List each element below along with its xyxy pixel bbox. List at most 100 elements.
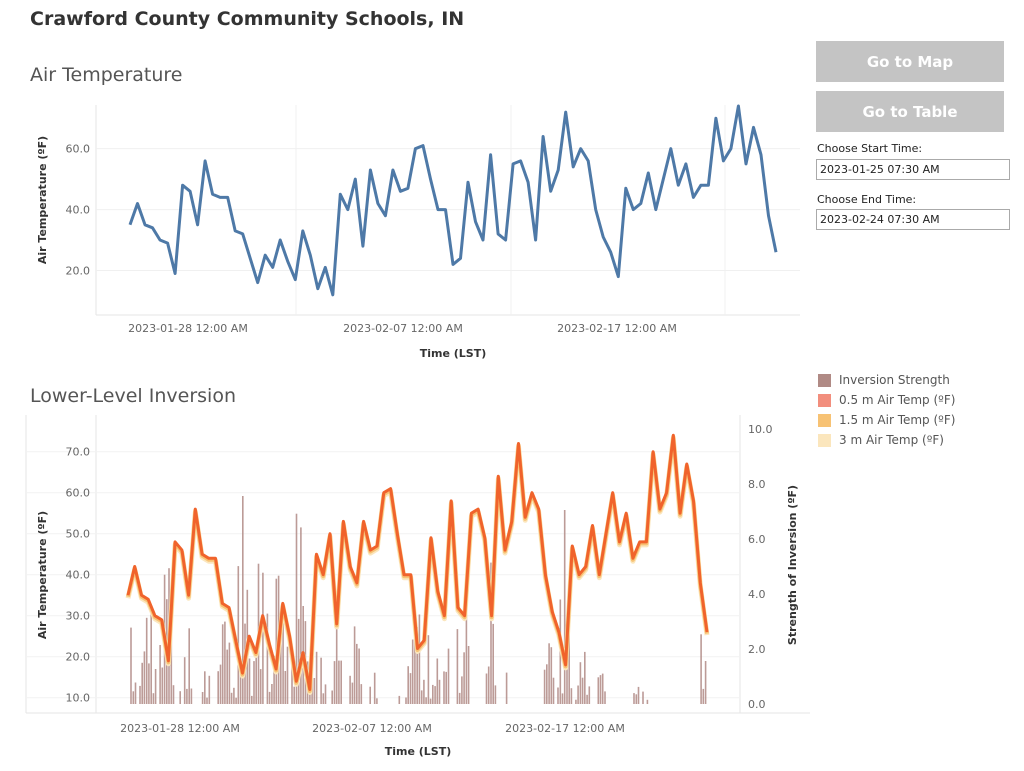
inversion-bar [221, 624, 224, 704]
inversion-bar [561, 693, 564, 704]
inversion-bar [353, 626, 356, 704]
inversion-bar [427, 635, 430, 704]
inversion-bar [369, 686, 371, 704]
inversion-bar [702, 688, 705, 704]
inversion-bar [284, 671, 287, 704]
legend-item-0.5m: 0.5 m Air Temp (ºF) [818, 390, 955, 410]
inversion-bar [248, 658, 251, 704]
inversion-bar [642, 691, 644, 704]
inversion-bar [338, 660, 340, 704]
inversion-bar [275, 578, 278, 704]
inversion-bar [315, 651, 318, 704]
y-tick-label: 60.0 [66, 487, 91, 500]
inversion-bar [373, 672, 376, 704]
y2-tick-label: 2.0 [748, 643, 766, 656]
inversion-bar [255, 649, 257, 704]
go-to-table-button[interactable]: Go to Table [816, 91, 1004, 132]
inversion-bar [188, 628, 190, 704]
y-tick-label: 30.0 [66, 610, 91, 623]
legend-label: Inversion Strength [839, 373, 950, 387]
y2-tick-label: 10.0 [748, 423, 773, 436]
y2-tick-label: 4.0 [748, 588, 766, 601]
inversion-bar [172, 685, 175, 704]
inversion-bar [233, 687, 235, 704]
inversion-bar [143, 651, 146, 704]
inversion-bar [313, 678, 316, 704]
inversion-bar [268, 691, 271, 704]
y-tick-label: 50.0 [66, 528, 91, 541]
legend-label: 1.5 m Air Temp (ºF) [839, 413, 956, 427]
inversion-bar [463, 652, 465, 704]
inversion-bar [295, 513, 298, 704]
inversion-bar [335, 597, 338, 704]
inversion-bar [432, 684, 434, 704]
inversion-bar [568, 604, 570, 704]
inversion-bar [423, 679, 425, 704]
inversion-bar [646, 699, 649, 704]
inversion-bar [340, 660, 342, 704]
inversion-bar [161, 667, 164, 704]
inversion-bar [322, 693, 325, 704]
inversion-bar [242, 496, 244, 704]
inversion-bar [141, 662, 143, 704]
x-tick-label: 2023-01-28 12:00 AM [120, 722, 240, 735]
inversion-bar [190, 688, 193, 704]
start-time-input[interactable]: 2023-01-25 07:30 AM [816, 159, 1010, 180]
inversion-bar [411, 639, 414, 704]
inversion-bar [228, 642, 231, 704]
inversion-bar [130, 627, 132, 704]
inversion-bar [586, 694, 588, 704]
x-axis-label: Time (LST) [385, 745, 452, 758]
inversion-bar [351, 682, 354, 704]
inversion-bar [286, 646, 289, 704]
inversion-bar [309, 688, 311, 704]
inversion-bar [282, 607, 284, 704]
inversion-bar [548, 643, 550, 704]
inversion-bar [570, 688, 573, 704]
end-time-label: Choose End Time: [817, 193, 917, 206]
inversion-bar [291, 649, 293, 704]
inversion-bar [271, 684, 273, 704]
y2-tick-label: 0.0 [748, 698, 766, 711]
inversion-bar [577, 685, 579, 704]
inversion-bar [320, 657, 322, 704]
inversion-bar [584, 651, 586, 704]
inversion-bar [183, 657, 186, 704]
inversion-bar [201, 692, 204, 704]
inversion-bar [465, 598, 468, 704]
inversion-bar [458, 692, 461, 704]
inversion-bar [139, 685, 141, 704]
inversion-bar [226, 649, 228, 704]
inversion-bar [253, 661, 255, 704]
inversion-bar [356, 643, 358, 704]
inversion-bar [588, 686, 591, 704]
inversion-bar [456, 629, 459, 704]
inversion-bar [219, 664, 222, 704]
x-tick-label: 2023-02-17 12:00 AM [505, 722, 625, 735]
legend-item-3m: 3 m Air Temp (ºF) [818, 430, 955, 450]
legend-swatch [818, 413, 831, 427]
inversion-bar [434, 686, 436, 704]
end-time-input[interactable]: 2023-02-24 07:30 AM [816, 209, 1010, 230]
legend-swatch [818, 393, 831, 407]
x-tick-label: 2023-02-17 12:00 AM [557, 322, 677, 335]
y-tick-label: 10.0 [66, 692, 91, 705]
go-to-map-button[interactable]: Go to Map [816, 41, 1004, 82]
inversion-bar [700, 634, 702, 704]
inversion-bar [405, 697, 407, 704]
inversion-bar [557, 687, 559, 704]
inversion-bar [134, 682, 137, 704]
inversion-bar [398, 695, 401, 704]
y-tick-label: 40.0 [66, 204, 91, 217]
legend-swatch [818, 373, 831, 387]
inversion-bar [429, 698, 432, 704]
inversion-bar [224, 621, 226, 704]
page-title: Crawford County Community Schools, IN [30, 8, 465, 30]
start-time-label: Choose Start Time: [817, 142, 923, 155]
inversion-bar [251, 695, 253, 704]
inversion-bar [566, 668, 568, 704]
inversion-bar [414, 615, 416, 704]
y-axis-label: Air Temperature (ºF) [36, 511, 49, 639]
inversion-bar [467, 646, 470, 704]
inversion-bar [635, 694, 638, 704]
